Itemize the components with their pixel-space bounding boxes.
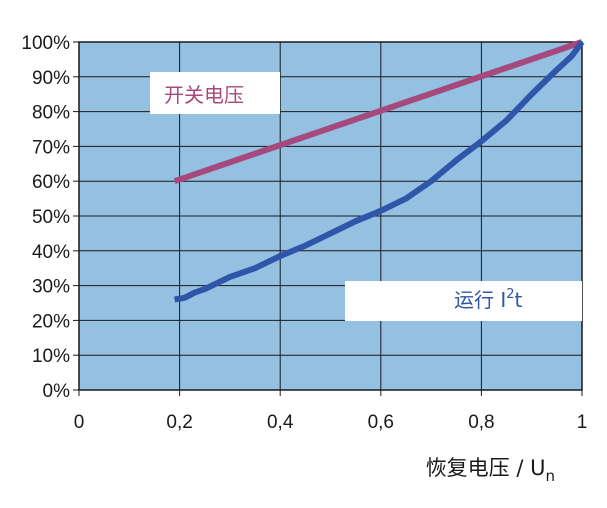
y-tick-label: 70% [32,137,70,158]
y-tick-label: 40% [32,242,70,263]
series-label-operating-i2t: 运行 I2t [454,287,523,312]
series-lines [173,39,585,303]
annotation-box-i2t [345,281,582,321]
x-tick-label: 0,2 [166,412,192,433]
x-tick-label: 1 [577,412,588,433]
x-tick-label: 0,6 [368,412,394,433]
y-tick-label: 60% [32,172,70,193]
y-tick-label: 20% [32,311,70,332]
series-line-1 [174,40,585,303]
annotation-box-switching [150,72,280,114]
x-axis-title: 恢复电压 / Un [426,456,555,485]
x-tick-label: 0,4 [267,412,294,433]
series-label-switching-voltage: 开关电压 [164,83,244,107]
y-tick-label: 10% [32,346,70,367]
x-tick-label: 0,8 [468,412,494,433]
y-tick-label: 50% [32,207,70,228]
y-tick-label: 80% [32,103,70,124]
x-tick-label: 0 [74,412,85,433]
series-line-0 [173,39,583,185]
y-tick-label: 0% [43,381,71,402]
y-tick-label: 30% [32,277,70,298]
x-axis: 0 0,2 0,4 0,6 0,8 1 [74,390,588,433]
y-tick-label: 100% [21,33,70,54]
y-axis: 0% 10% 20% 30% 40% 50% 60% 70% 80% 90% 100% [21,33,79,402]
y-tick-label: 90% [32,68,70,89]
